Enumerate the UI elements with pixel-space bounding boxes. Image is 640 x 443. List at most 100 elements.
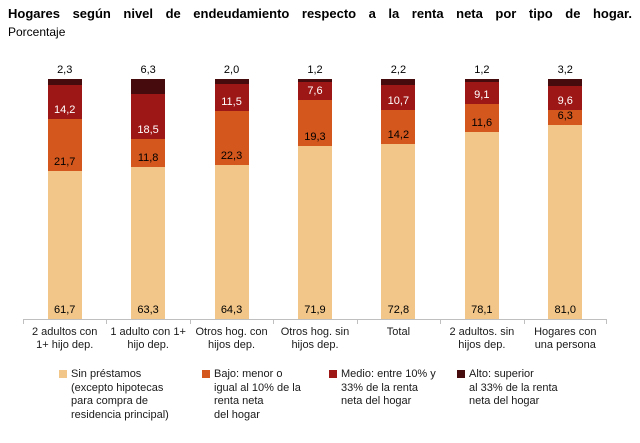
chart-title: Hogares según nivel de endeudamiento res… [8, 6, 632, 21]
x-axis-tick [523, 319, 525, 324]
legend-item: Alto: superior al 33% de la renta neta d… [457, 368, 558, 409]
x-axis-tick [106, 319, 108, 324]
legend-item: Medio: entre 10% y 33% de la renta neta … [329, 368, 436, 409]
chart-subtitle: Porcentaje [8, 25, 66, 39]
bar-value-label: 21,7 [53, 155, 76, 168]
bar-stack: 14,2 21,7 61,7 [47, 79, 82, 319]
bar-segment: 18,5 [131, 94, 166, 139]
bar-segment: 64,3 [214, 164, 249, 319]
bar-segment: 71,9 [297, 146, 332, 319]
bar-value-label: 78,1 [471, 304, 493, 316]
bar-value-label: 10,7 [387, 95, 410, 108]
category-label: 2 adultos con 1+ hijo dep. [31, 326, 98, 351]
bar-column: 3,2 9,6 6,3 81,0 [524, 57, 607, 319]
bar-segment: 11,8 [131, 138, 166, 168]
bar-column: 2,3 14,2 21,7 61,7 [23, 57, 106, 319]
bar-top-value-label: 1,2 [474, 64, 490, 76]
category-label: 2 adultos. sin hijos dep. [449, 326, 515, 351]
bar-value-label: 14,2 [53, 103, 76, 116]
bar-stack: 7,6 19,3 71,9 [297, 79, 332, 319]
bar-stack: 18,5 11,8 63,3 [131, 79, 166, 319]
bar-segment: 7,6 [297, 81, 332, 101]
bar-segment: 11,5 [214, 83, 249, 112]
legend-swatch [59, 370, 67, 378]
category-label: 1 adulto con 1+ hijo dep. [110, 326, 186, 351]
bar-value-label: 63,3 [137, 304, 159, 316]
x-axis-tick [189, 319, 191, 324]
x-axis [23, 319, 607, 325]
plot-area: 2,3 14,2 21,7 61,7 6,3 18,5 11,8 63,3 2,0 11,5 22,… [23, 57, 607, 319]
bar-value-label: 9,6 [557, 94, 573, 107]
bar-segment: 19,3 [297, 100, 332, 147]
x-axis-tick [273, 319, 275, 324]
bar-column: 1,2 9,1 11,6 78,1 [440, 57, 523, 319]
legend-label: Bajo: menor o igual al 10% de la renta n… [214, 368, 301, 421]
bar-value-label: 6,3 [557, 109, 573, 122]
bar-value-label: 14,2 [387, 129, 410, 142]
bar-stack: 11,5 22,3 64,3 [214, 78, 249, 319]
bar-top-value-label: 2,0 [223, 63, 240, 76]
bar-segment: 21,7 [47, 118, 82, 171]
bar-value-label: 11,8 [137, 152, 159, 165]
legend: Sin préstamos (excepto hipotecas para co… [0, 368, 640, 438]
bar-segment [131, 79, 166, 95]
legend-swatch [202, 370, 210, 378]
x-axis-tick [23, 319, 24, 324]
x-axis-tick [606, 319, 607, 324]
bar-value-label: 64,3 [220, 304, 243, 316]
category-axis-labels: 2 adultos con 1+ hijo dep. 1 adulto con 1… [23, 326, 607, 358]
bar-value-label: 11,5 [221, 96, 242, 109]
bar-segment: 14,2 [47, 84, 82, 119]
bar-segment: 81,0 [548, 124, 583, 319]
bar-column: 1,2 7,6 19,3 71,9 [273, 57, 356, 319]
bar-segment [548, 78, 583, 87]
legend-item: Bajo: menor o igual al 10% de la renta n… [202, 368, 301, 422]
bar-top-value-label: 2,3 [57, 64, 73, 77]
bar-segment [381, 79, 416, 85]
bar-value-label: 81,0 [554, 304, 576, 316]
bar-value-label: 18,5 [137, 123, 159, 136]
bar-value-label: 11,6 [471, 116, 493, 129]
bar-segment: 11,6 [464, 103, 499, 132]
category-label: Otros hog. con hijos dep. [195, 326, 268, 351]
bar-segment [214, 78, 249, 84]
bar-column: 2,2 10,7 14,2 72,8 [357, 57, 440, 319]
bar-stack: 10,7 14,2 72,8 [381, 79, 416, 319]
category-label: Total [386, 326, 411, 338]
x-axis-tick [440, 319, 442, 324]
bar-stack: 9,1 11,6 78,1 [464, 79, 499, 319]
bar-segment: 10,7 [381, 84, 416, 111]
bar-segment [297, 79, 332, 82]
bar-top-value-label: 6,3 [140, 64, 156, 77]
x-axis-line [23, 319, 607, 320]
bar-segment [464, 79, 499, 82]
bar-segment: 72,8 [381, 144, 416, 319]
bar-segment: 61,7 [47, 170, 82, 319]
bar-top-value-label: 3,2 [557, 63, 573, 76]
bar-value-label: 22,3 [220, 149, 243, 162]
bar-value-label: 61,7 [53, 304, 76, 316]
legend-swatch [329, 370, 337, 378]
bar-segment: 14,2 [381, 110, 416, 145]
bar-top-value-label: 1,2 [307, 64, 323, 76]
bar-segment: 78,1 [464, 131, 499, 319]
bar-segment [47, 79, 82, 85]
bar-value-label: 72,8 [387, 304, 410, 316]
bar-segment: 63,3 [131, 167, 166, 319]
bar-segment: 6,3 [548, 109, 583, 125]
bar-top-value-label: 2,2 [390, 64, 407, 77]
bar-segment: 9,1 [464, 81, 499, 104]
legend-label: Sin préstamos (excepto hipotecas para co… [71, 368, 169, 421]
legend-swatch [457, 370, 465, 378]
category-label: Hogares con una persona [534, 326, 597, 351]
bar-segment: 9,6 [548, 86, 583, 110]
legend-label: Medio: entre 10% y 33% de la renta neta … [341, 368, 436, 407]
bar-column: 2,0 11,5 22,3 64,3 [190, 57, 273, 319]
x-axis-tick [356, 319, 358, 324]
bar-stack: 9,6 6,3 81,0 [548, 78, 583, 319]
bar-value-label: 7,6 [307, 85, 323, 98]
bar-segment: 22,3 [214, 111, 249, 165]
bar-value-label: 71,9 [304, 304, 326, 316]
bar-value-label: 19,3 [304, 131, 326, 144]
